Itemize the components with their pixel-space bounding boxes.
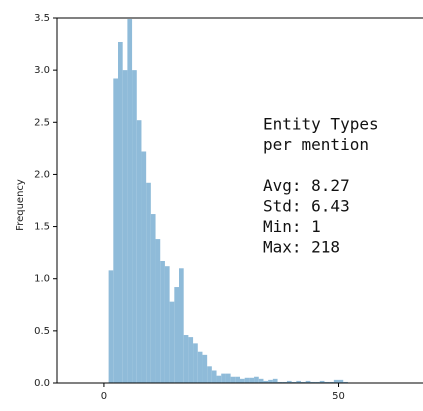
bar — [113, 78, 118, 383]
annotation-line: Avg: 8.27 — [263, 176, 350, 195]
bar — [277, 381, 283, 383]
bar — [202, 354, 208, 383]
bar — [141, 151, 147, 383]
bar — [193, 343, 198, 383]
bar — [230, 376, 236, 383]
bar — [240, 378, 245, 383]
bar — [197, 351, 203, 383]
bar — [296, 380, 301, 383]
bar — [263, 380, 269, 383]
bar — [127, 19, 133, 384]
bar — [179, 268, 184, 383]
bar — [319, 380, 325, 383]
bar — [164, 266, 170, 383]
bar — [254, 376, 259, 383]
y-tick-label: 1.5 — [34, 222, 50, 233]
x-tick-label: 50 — [332, 391, 345, 402]
bar — [146, 182, 151, 383]
y-tick-label: 3.0 — [34, 65, 50, 76]
bar — [207, 366, 212, 383]
y-tick-label: 2.5 — [34, 117, 50, 128]
bar — [160, 260, 165, 383]
annotation-line: Entity Types — [263, 115, 379, 134]
bar — [310, 381, 316, 383]
y-tick-label: 2.0 — [34, 169, 50, 180]
bar — [305, 380, 311, 383]
bar — [338, 379, 344, 383]
y-axis-label: Frequency — [15, 179, 26, 231]
bar — [291, 381, 297, 383]
bar — [216, 375, 222, 383]
bar — [282, 381, 287, 383]
bar — [108, 270, 114, 383]
annotation-line: Max: 218 — [263, 238, 340, 257]
x-tick-label: 0 — [101, 391, 107, 402]
bar — [221, 373, 226, 383]
bar — [169, 301, 175, 383]
bar — [188, 337, 194, 383]
bar — [225, 373, 231, 383]
bar — [183, 335, 189, 383]
bar — [150, 214, 156, 383]
bar — [286, 380, 292, 383]
bar — [132, 70, 137, 384]
bar — [235, 376, 240, 383]
bar — [136, 120, 142, 383]
bar — [211, 370, 217, 383]
bar — [272, 378, 278, 383]
bar — [118, 41, 123, 383]
bar — [333, 379, 339, 383]
bar — [301, 381, 306, 383]
bar — [343, 381, 348, 383]
bar — [258, 378, 264, 383]
bar — [249, 377, 255, 383]
bar — [324, 381, 330, 383]
annotation-line: Min: 1 — [263, 217, 321, 236]
bar — [122, 70, 128, 384]
annotation-line: Std: 6.43 — [263, 197, 350, 216]
bar — [268, 379, 273, 383]
y-tick-label: 0.5 — [34, 326, 50, 337]
y-tick-label: 1.0 — [34, 274, 50, 285]
bar — [244, 377, 250, 383]
bar — [315, 381, 320, 383]
y-tick-label: 3.5 — [34, 13, 50, 24]
bar — [155, 239, 161, 383]
bar — [174, 287, 179, 383]
y-tick-label: 0.0 — [34, 378, 50, 389]
bar — [329, 381, 334, 383]
annotation-line: per mention — [263, 135, 369, 154]
